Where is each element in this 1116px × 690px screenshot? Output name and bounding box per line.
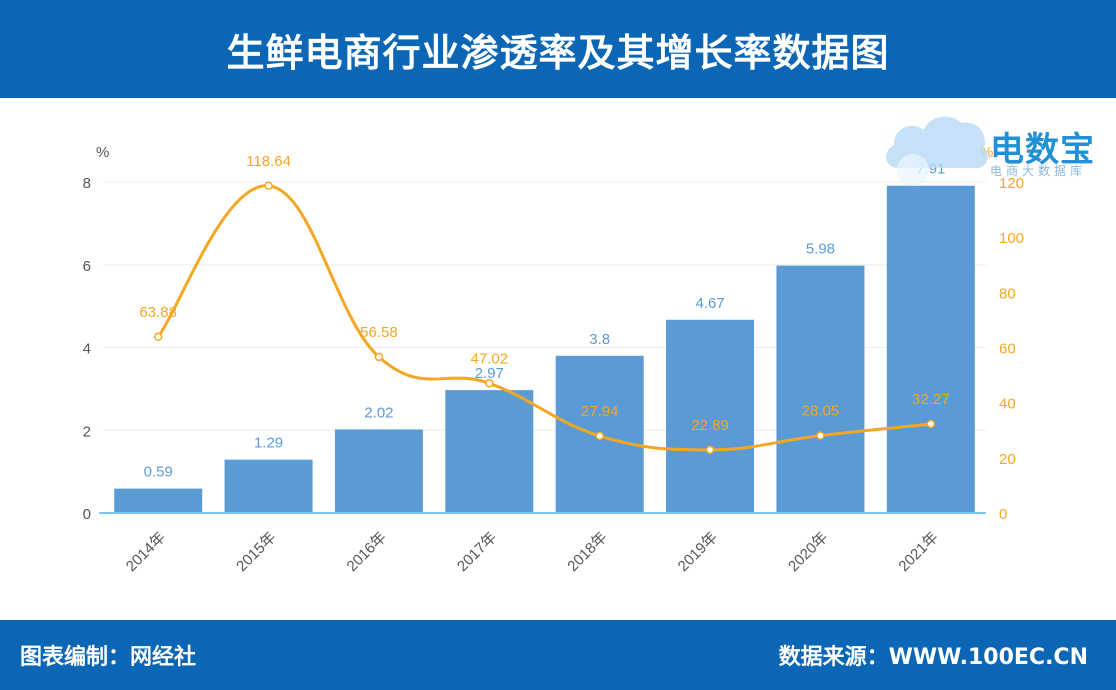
cloud-logo-icon [886, 116, 988, 186]
bar-value-label: 1.29 [254, 435, 283, 452]
left-axis-tick-label: 4 [83, 341, 91, 358]
footer-source: 数据来源：WWW.100EC.CN [778, 645, 1088, 670]
bar-value-label: 3.8 [589, 331, 610, 348]
growth-rate-label: 27.94 [581, 403, 619, 420]
x-axis-category-label: 2016年 [344, 529, 390, 575]
right-axis-tick-label: 100 [999, 230, 1024, 247]
bar-value-label: 5.98 [806, 241, 835, 258]
x-axis-category-label: 2019年 [675, 529, 721, 575]
growth-rate-label: 118.64 [246, 153, 291, 170]
right-axis-tick-label: 120 [999, 175, 1024, 192]
footer-bar: 图表编制：网经社 数据来源：WWW.100EC.CN [0, 620, 1116, 690]
bar [334, 429, 423, 513]
growth-rate-label: 63.88 [139, 304, 177, 321]
bar [224, 459, 313, 513]
bar [445, 390, 534, 513]
growth-rate-label: 32.27 [912, 391, 950, 408]
growth-rate-point [816, 431, 825, 440]
logo-sub-text: 电商大数据库 [990, 164, 1087, 178]
x-axis-category-label: 2014年 [123, 529, 169, 575]
growth-rate-point [264, 181, 273, 191]
footer-credit: 图表编制：网经社 [20, 645, 197, 670]
growth-rate-label: 47.02 [471, 350, 509, 367]
x-axis-category-label: 2021年 [895, 529, 941, 575]
x-axis-category-label: 2018年 [564, 529, 610, 575]
x-axis-category-label: 2020年 [785, 529, 831, 575]
left-axis-tick-label: 6 [83, 258, 91, 275]
growth-rate-label: 56.58 [360, 324, 398, 341]
left-axis-tick-label: 2 [83, 423, 91, 440]
left-axis-tick-label: 8 [83, 175, 91, 192]
right-axis-tick-label: 40 [999, 396, 1016, 413]
chart-area: 02468%020406080100120%0.591.292.022.973.… [0, 98, 1116, 618]
bar-value-label: 2.02 [364, 404, 393, 421]
growth-rate-point [926, 419, 936, 429]
left-axis-unit: % [96, 144, 109, 161]
growth-rate-point [485, 379, 494, 388]
growth-rate-point [595, 431, 604, 441]
right-axis-tick-label: 20 [999, 451, 1016, 468]
x-axis-category-label: 2017年 [454, 529, 500, 575]
right-axis-tick-label: 60 [999, 341, 1016, 358]
chart-svg: 02468%020406080100120%0.591.292.022.973.… [83, 144, 1024, 575]
brand-logo: 电数宝 电商大数据库 [880, 110, 1110, 198]
bar-value-label: 2.97 [475, 365, 504, 382]
bar [776, 265, 865, 513]
growth-rate-point [374, 352, 384, 362]
right-axis-tick-label: 0 [999, 506, 1007, 523]
bar [886, 185, 975, 513]
x-axis-category-label: 2015年 [233, 529, 279, 575]
bar [114, 488, 203, 513]
growth-rate-point [705, 445, 715, 455]
chart-title: 生鲜电商行业渗透率及其增长率数据图 [226, 30, 890, 75]
bar-value-label: 4.67 [695, 295, 724, 312]
bar-value-label: 0.59 [144, 464, 173, 481]
header-bar: 生鲜电商行业渗透率及其增长率数据图 [0, 0, 1116, 98]
bar [666, 319, 755, 513]
growth-rate-label: 22.89 [691, 417, 729, 434]
growth-rate-point [153, 332, 163, 342]
left-axis-tick-label: 0 [83, 506, 91, 523]
growth-rate-label: 28.05 [802, 403, 840, 420]
right-axis-tick-label: 80 [999, 285, 1016, 302]
logo-main-text: 电数宝 [990, 130, 1095, 170]
